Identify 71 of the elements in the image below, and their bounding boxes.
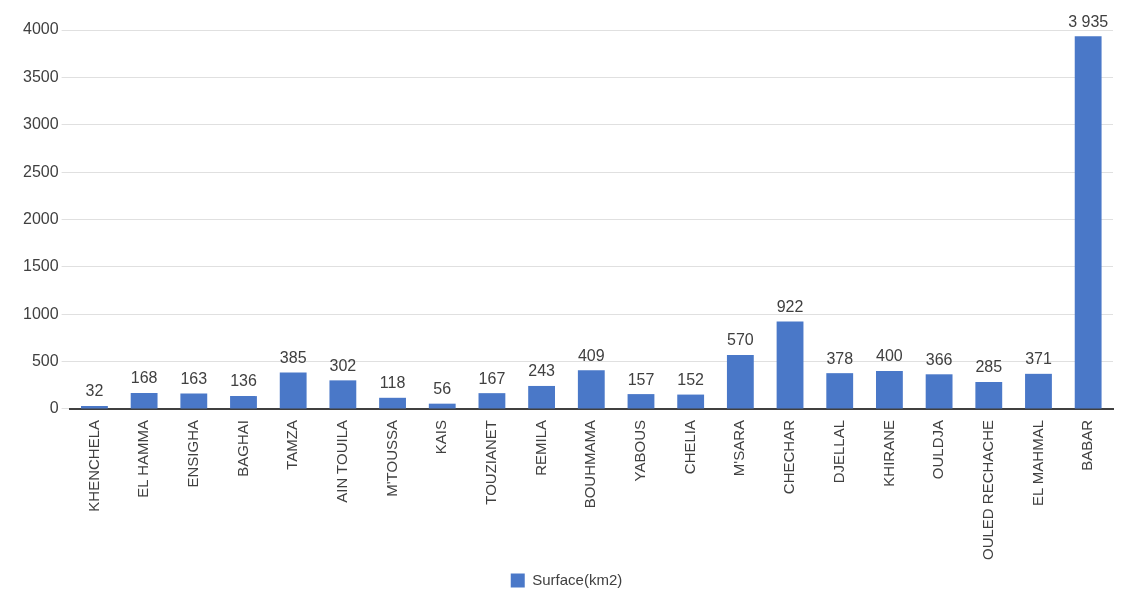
x-tick-label: TOUZIANET xyxy=(482,419,500,505)
x-tick-label: DJELLAL xyxy=(829,419,847,484)
bar xyxy=(329,380,357,409)
data-label: 922 xyxy=(776,298,804,316)
x-tick-label: EL HAMMA xyxy=(134,419,152,498)
data-label: 243 xyxy=(528,362,556,380)
bar xyxy=(677,394,705,409)
y-tick-label: 2500 xyxy=(23,162,59,180)
y-tick-label: 2000 xyxy=(23,209,59,227)
bar xyxy=(1025,373,1052,409)
x-tick-label: BOUHMAMA xyxy=(581,419,599,509)
data-label: 371 xyxy=(1025,350,1052,368)
bar xyxy=(876,371,903,409)
data-label: 378 xyxy=(826,349,854,367)
bar xyxy=(528,385,556,409)
x-tick-label: M'SARA xyxy=(730,419,748,477)
y-tick-label: 1500 xyxy=(23,257,59,275)
bar xyxy=(627,394,655,409)
bar xyxy=(478,393,506,409)
x-tick-label: M'TOUSSA xyxy=(382,419,400,497)
x-tick-label: KHENCHELA xyxy=(84,419,102,512)
data-label: 285 xyxy=(975,358,1003,376)
data-label: 302 xyxy=(329,356,357,374)
data-label: 157 xyxy=(627,370,655,388)
x-tick-label: CHELIA xyxy=(680,419,698,475)
legend-label: Surface(km2) xyxy=(532,570,623,588)
x-tick-label: KAIS xyxy=(432,419,450,455)
data-label: 400 xyxy=(876,347,903,365)
x-tick-label: OULED RECHACHE xyxy=(978,419,996,561)
x-tick-label: TAMZA xyxy=(283,419,301,470)
x-tick-label: ENSIGHA xyxy=(183,419,201,488)
y-tick-label: 3000 xyxy=(23,115,59,133)
data-label: 56 xyxy=(433,380,452,398)
x-tick-label: AIN TOUILA xyxy=(333,419,351,503)
data-label: 163 xyxy=(180,369,208,387)
data-label: 118 xyxy=(379,374,406,392)
data-label: 366 xyxy=(925,350,953,368)
data-label: 3 935 xyxy=(1068,12,1109,30)
x-tick-label: REMILA xyxy=(531,419,549,476)
data-label: 136 xyxy=(230,372,257,390)
bar xyxy=(130,393,158,409)
data-label: 32 xyxy=(85,382,104,400)
bar xyxy=(180,393,208,409)
bar xyxy=(925,374,953,409)
bar xyxy=(826,373,854,409)
data-label: 570 xyxy=(727,331,754,349)
x-tick-label: KHIRANE xyxy=(879,419,897,487)
bar xyxy=(776,321,804,409)
x-tick-label: YABOUS xyxy=(631,419,649,482)
x-tick-label: BABAR xyxy=(1078,419,1096,471)
x-tick-label: CHECHAR xyxy=(780,419,798,495)
x-tick-label: EL MAHMAL xyxy=(1028,419,1046,507)
y-tick-label: 4000 xyxy=(23,20,59,38)
data-label: 152 xyxy=(677,370,705,388)
data-label: 167 xyxy=(478,369,506,387)
data-label: 385 xyxy=(279,348,307,366)
x-tick-label: OULDJA xyxy=(929,419,947,480)
bar xyxy=(577,370,605,409)
bar xyxy=(726,354,754,409)
bar xyxy=(379,397,406,409)
data-label: 409 xyxy=(577,346,605,364)
bar xyxy=(230,396,257,409)
y-tick-label: 3500 xyxy=(23,67,59,85)
y-tick-label: 1000 xyxy=(23,304,59,322)
bar xyxy=(975,381,1003,409)
bar xyxy=(1074,36,1102,409)
bar xyxy=(279,372,307,409)
x-tick-label: BAGHAI xyxy=(233,419,251,477)
y-tick-label: 500 xyxy=(31,352,59,370)
y-tick-label: 0 xyxy=(49,399,59,417)
data-label: 168 xyxy=(130,369,158,387)
